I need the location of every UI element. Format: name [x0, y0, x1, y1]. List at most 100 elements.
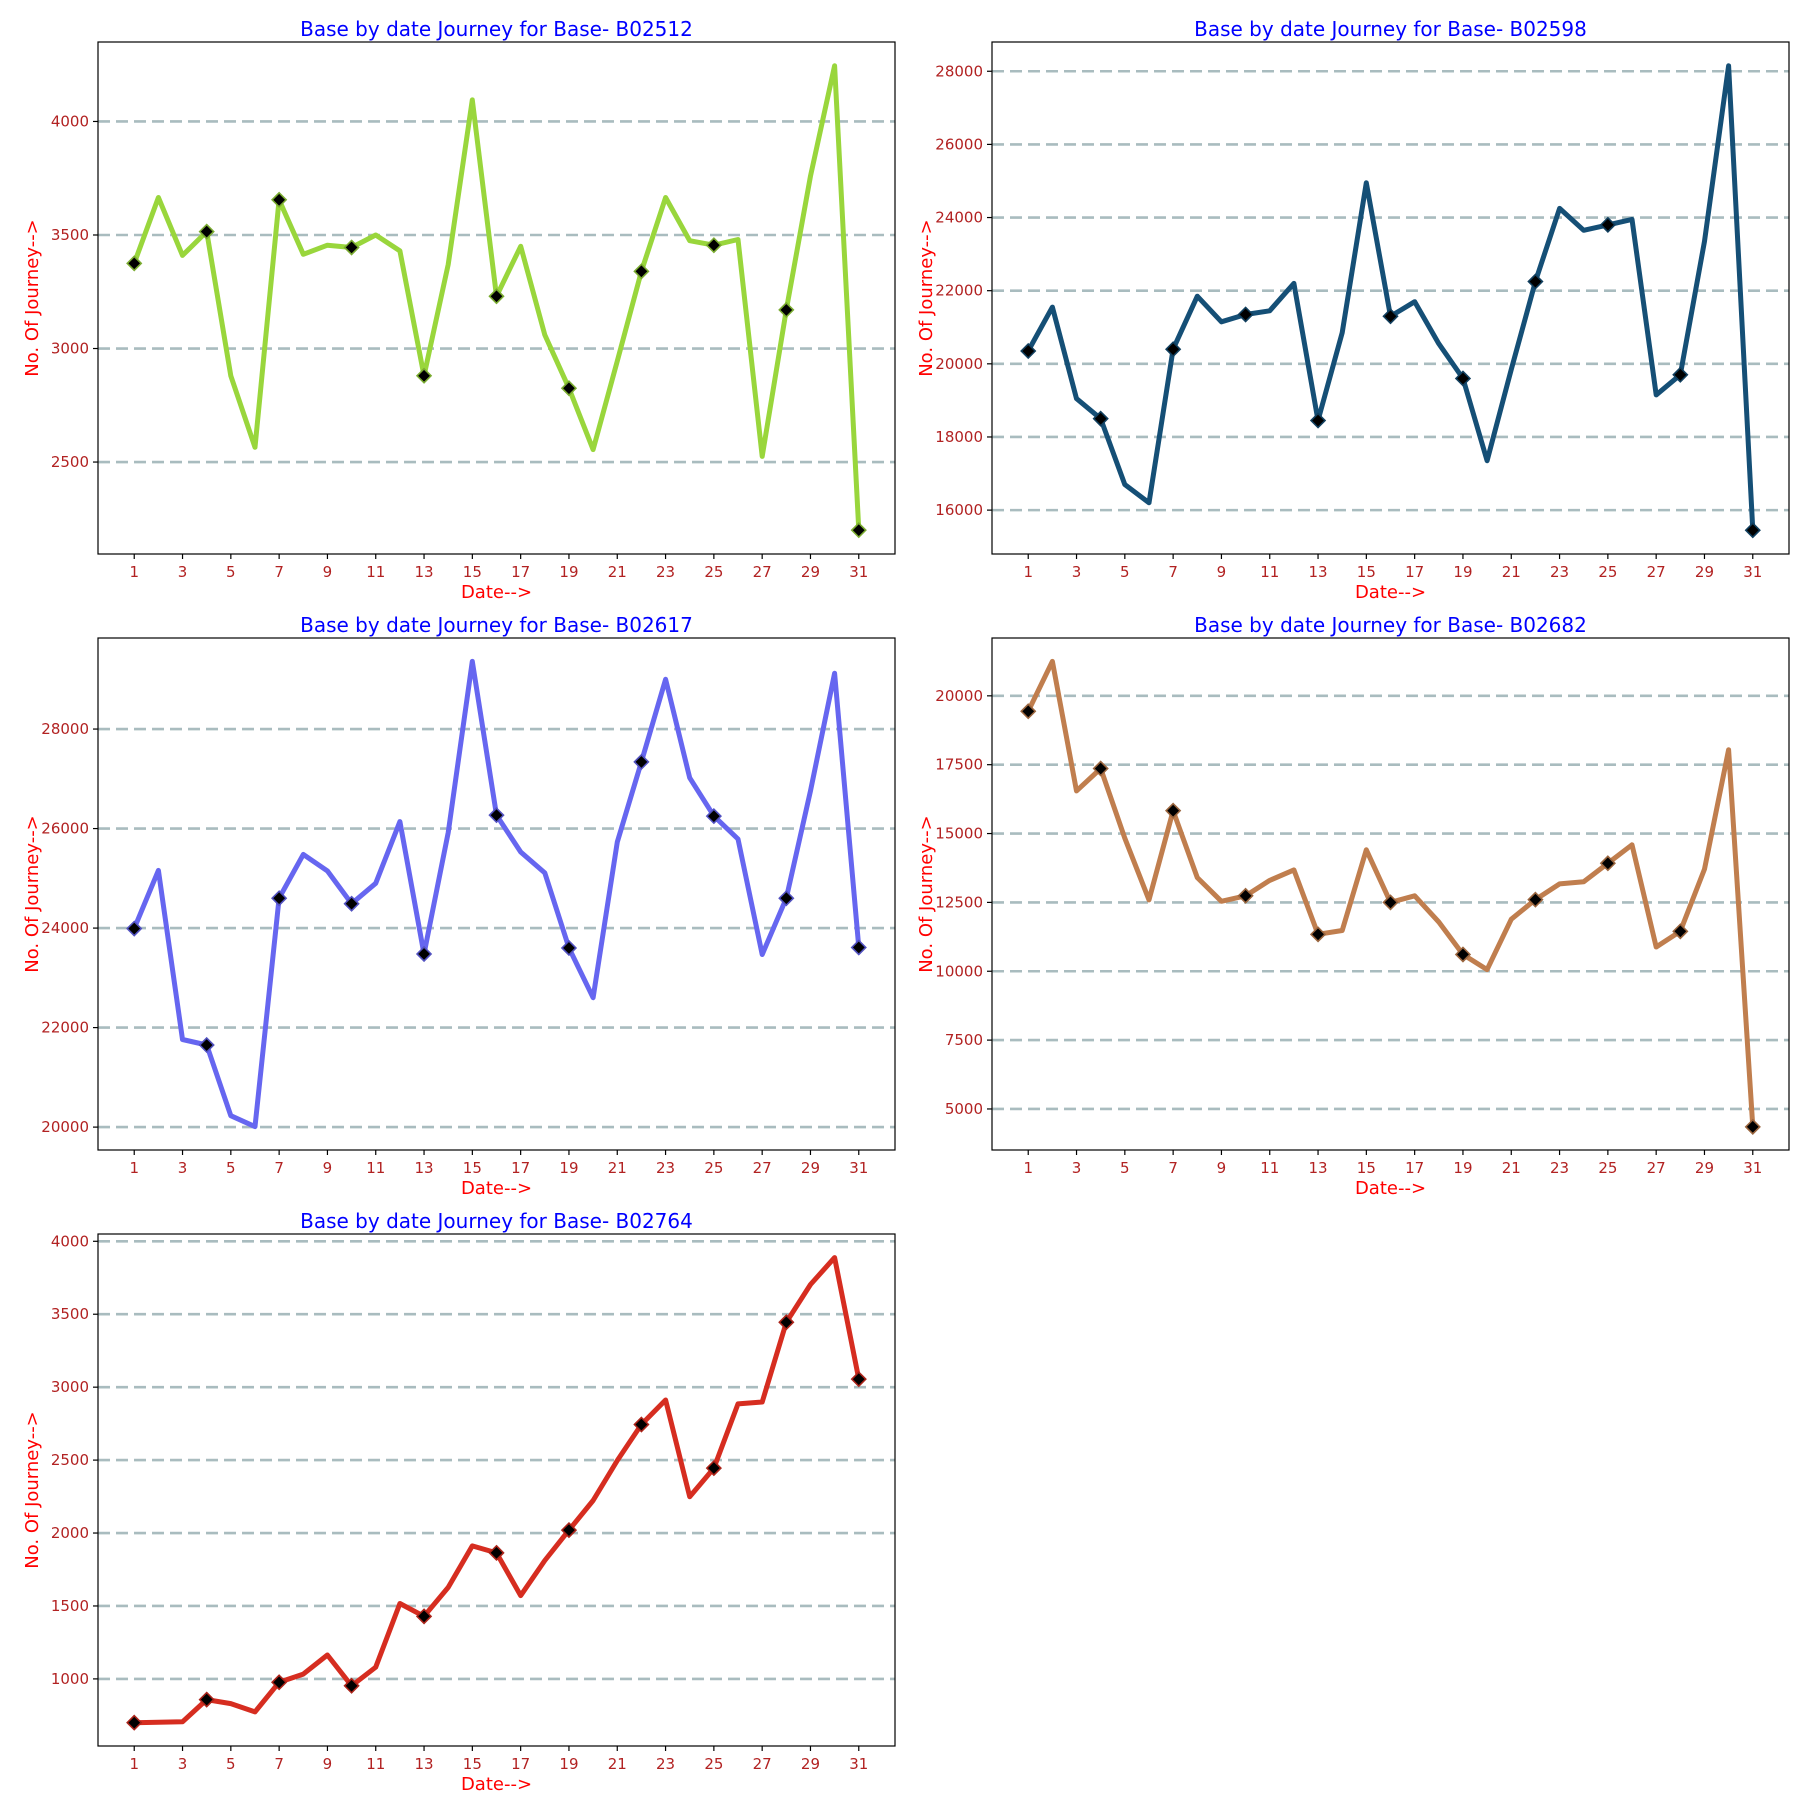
y-tick-label: 24000	[935, 209, 983, 227]
y-tick-label: 3000	[51, 340, 89, 358]
data-point-marker	[850, 939, 867, 956]
x-tick-label: 19	[1453, 1159, 1472, 1177]
x-tick-label: 27	[1647, 1159, 1666, 1177]
data-point-marker	[1382, 894, 1399, 911]
x-tick-label: 23	[656, 1159, 675, 1177]
data-point-marker	[1454, 370, 1472, 387]
y-tick-label: 3500	[51, 1305, 89, 1323]
x-tick-label: 29	[801, 563, 820, 581]
data-point-marker	[1020, 342, 1037, 360]
y-tick-label: 1000	[51, 1670, 89, 1688]
data-point-marker	[1020, 703, 1037, 720]
plot-frame	[991, 41, 1790, 555]
y-tick-label: 22000	[935, 282, 983, 300]
x-tick-label: 31	[849, 1755, 868, 1773]
x-tick-label: 31	[1743, 563, 1762, 581]
data-point-marker	[1165, 802, 1182, 819]
data-point-marker	[488, 1544, 505, 1562]
x-tick-label: 1	[1023, 563, 1033, 581]
y-tick-label: 22000	[41, 1019, 89, 1037]
x-tick-label: 15	[463, 1159, 482, 1177]
data-point-marker	[198, 1036, 215, 1054]
x-tick-label: 25	[1598, 563, 1617, 581]
y-axis-label: No. Of Journey-->	[22, 1411, 43, 1569]
x-tick-label: 21	[1502, 563, 1521, 581]
data-point-marker	[1309, 412, 1327, 429]
data-point-marker	[1599, 216, 1616, 233]
x-tick-label: 21	[1502, 1159, 1521, 1177]
x-tick-label: 3	[178, 1755, 188, 1773]
y-tick-label: 5000	[945, 1100, 983, 1118]
y-tick-label: 28000	[41, 720, 89, 738]
x-tick-label: 9	[1217, 1159, 1227, 1177]
x-tick-label: 13	[414, 1755, 433, 1773]
x-tick-label: 17	[511, 1159, 530, 1177]
x-tick-label: 1	[129, 1755, 139, 1773]
x-tick-label: 31	[849, 563, 868, 581]
x-tick-label: 1	[1023, 1159, 1033, 1177]
x-tick-label: 29	[801, 1755, 820, 1773]
x-tick-label: 19	[1453, 563, 1472, 581]
x-tick-label: 19	[559, 1755, 578, 1773]
x-tick-label: 25	[704, 563, 723, 581]
plot-frame	[97, 1233, 896, 1747]
x-axis-label: Date-->	[461, 1774, 532, 1795]
y-tick-label: 26000	[41, 820, 89, 838]
data-point-marker	[1382, 308, 1399, 325]
data-point-marker	[1092, 760, 1109, 777]
x-tick-label: 15	[463, 1755, 482, 1773]
x-tick-label: 21	[608, 563, 627, 581]
y-tick-label: 20000	[935, 355, 983, 373]
y-axis-label: No. Of Journey-->	[22, 219, 43, 377]
x-tick-label: 31	[1743, 1159, 1762, 1177]
data-point-marker	[560, 1521, 578, 1539]
x-tick-label: 9	[323, 1159, 333, 1177]
y-tick-label: 28000	[935, 62, 983, 80]
data-point-marker	[126, 920, 143, 937]
x-tick-label: 27	[753, 563, 772, 581]
x-tick-label: 9	[323, 1755, 333, 1773]
x-tick-label: 5	[226, 563, 236, 581]
y-tick-label: 2500	[51, 1451, 89, 1469]
y-axis-label: No. Of Journey-->	[916, 815, 937, 973]
x-axis-label: Date-->	[461, 1178, 532, 1199]
y-tick-label: 15000	[935, 825, 983, 843]
x-axis-label: Date-->	[1355, 1178, 1426, 1199]
x-tick-label: 17	[511, 563, 530, 581]
x-tick-label: 25	[704, 1159, 723, 1177]
x-tick-label: 5	[1120, 563, 1130, 581]
x-tick-label: 11	[366, 563, 385, 581]
data-point-marker	[343, 895, 360, 912]
y-tick-label: 7500	[945, 1031, 983, 1049]
data-point-marker	[633, 263, 650, 280]
x-tick-label: 13	[414, 1159, 433, 1177]
y-tick-label: 12500	[935, 893, 983, 911]
x-tick-label: 5	[226, 1159, 236, 1177]
data-point-marker	[198, 1691, 215, 1708]
data-point-marker	[560, 380, 578, 397]
y-tick-label: 20000	[935, 687, 983, 705]
x-tick-label: 7	[1168, 1159, 1178, 1177]
plot-frame	[97, 41, 896, 555]
chart-title: Base by date Journey for Base- B02682	[1194, 613, 1587, 637]
x-tick-label: 1	[129, 1159, 139, 1177]
y-tick-label: 18000	[935, 428, 983, 446]
x-axis-label: Date-->	[461, 582, 532, 603]
data-point-marker	[1092, 410, 1109, 427]
x-tick-label: 9	[1217, 563, 1227, 581]
data-point-marker	[1527, 891, 1544, 908]
data-point-marker	[415, 945, 433, 963]
y-tick-label: 16000	[935, 501, 983, 519]
series-line	[1025, 658, 1756, 1130]
y-tick-label: 2000	[51, 1524, 89, 1542]
y-tick-label: 4000	[51, 1232, 89, 1250]
x-tick-label: 7	[274, 1755, 284, 1773]
x-tick-label: 15	[1357, 563, 1376, 581]
data-point-marker	[415, 367, 433, 384]
y-tick-label: 3000	[51, 1378, 89, 1396]
x-tick-label: 3	[1072, 563, 1082, 581]
x-tick-label: 13	[414, 563, 433, 581]
data-point-marker	[271, 191, 288, 208]
data-point-marker	[1672, 923, 1689, 940]
